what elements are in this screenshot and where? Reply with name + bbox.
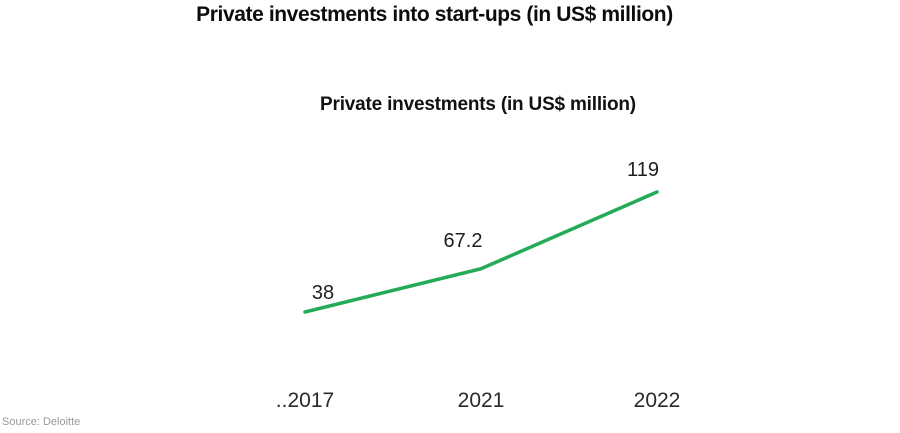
data-point-label: 67.2 <box>443 229 483 252</box>
x-axis-label: 2022 <box>633 389 681 412</box>
data-point-label: 38 <box>311 282 335 304</box>
chart-title: Private investments (in US$ million) <box>320 94 636 115</box>
x-axis-label: 2021 <box>457 389 505 412</box>
data-point-label: 119 <box>627 159 659 181</box>
source-note: Source: Deloitte <box>2 416 81 428</box>
x-axis-label: ..2017 <box>275 389 335 412</box>
page-title: Private investments into start-ups (in U… <box>196 3 673 26</box>
trend-line <box>303 190 659 314</box>
